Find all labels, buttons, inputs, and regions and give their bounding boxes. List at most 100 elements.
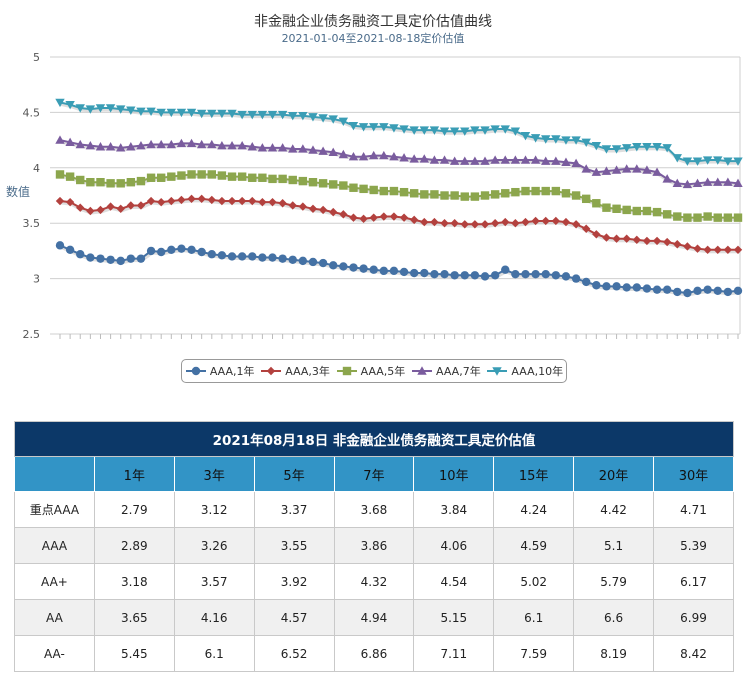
data-point (673, 287, 682, 297)
data-point (389, 212, 399, 221)
table-column-header: 30年 (653, 456, 734, 492)
legend-item[interactable]: AAA,5年 (336, 363, 405, 379)
data-point (191, 366, 201, 376)
data-point (348, 152, 359, 161)
data-point (136, 176, 146, 186)
data-point (419, 126, 429, 135)
chart-subtitle: 2021-01-04至2021-08-18定价估值 (282, 31, 465, 45)
data-point (277, 110, 288, 120)
data-point (591, 167, 602, 176)
data-point (136, 107, 146, 116)
data-point (399, 187, 409, 197)
data-point (501, 265, 510, 274)
data-point (197, 194, 206, 204)
data-point (167, 196, 176, 206)
data-point (673, 240, 682, 249)
data-point (227, 172, 237, 181)
data-point (733, 213, 743, 222)
data-point (116, 204, 125, 213)
data-point (308, 113, 318, 122)
data-point (642, 206, 652, 216)
table-cell: 3.68 (333, 491, 415, 528)
data-point (105, 142, 116, 151)
data-point (96, 254, 105, 263)
data-point (672, 178, 682, 188)
data-point (156, 247, 166, 257)
data-point (622, 205, 631, 215)
data-point (723, 287, 733, 297)
table-cell: 5.15 (413, 599, 495, 636)
data-point (55, 196, 65, 206)
data-point (277, 143, 288, 152)
data-point (237, 140, 247, 150)
data-point (733, 245, 743, 254)
legend-label: AAA,10年 (511, 365, 564, 378)
data-point (338, 149, 349, 159)
data-point (490, 219, 500, 228)
data-point (490, 125, 500, 134)
data-point (105, 104, 116, 113)
data-point (288, 175, 297, 185)
data-point (167, 245, 176, 254)
data-point (217, 109, 227, 119)
table-cell: 4.94 (333, 599, 415, 636)
legend-item[interactable]: AAA,10年 (486, 363, 563, 379)
legend-item[interactable]: AAA,7年 (411, 363, 481, 379)
data-point (470, 220, 480, 229)
data-point (288, 144, 298, 153)
data-point (582, 224, 591, 233)
data-point (672, 154, 682, 163)
data-point (339, 262, 348, 271)
data-point (186, 108, 197, 118)
table-cell: 5.1 (573, 527, 654, 564)
data-point (257, 143, 268, 152)
data-point (531, 216, 540, 226)
data-point (358, 123, 369, 132)
data-point (146, 246, 156, 256)
data-point (492, 367, 503, 376)
table-cell: 4.32 (333, 563, 415, 600)
data-point (733, 178, 743, 188)
data-point (328, 115, 338, 124)
data-point (126, 142, 136, 151)
data-point (521, 217, 530, 227)
table-cell: 3.37 (253, 491, 335, 528)
data-point (177, 195, 186, 205)
legend-item[interactable]: AAA,1年 (185, 363, 255, 379)
data-point (318, 146, 328, 155)
data-point (95, 104, 106, 113)
data-point (389, 186, 399, 196)
data-point (318, 258, 328, 268)
data-point (318, 179, 328, 188)
table-cell: 4.71 (653, 491, 734, 528)
legend-swatch (185, 366, 206, 376)
table-cell: 6.52 (253, 635, 335, 672)
table-cell: 2.89 (93, 527, 175, 564)
data-point (601, 145, 612, 154)
data-point (561, 189, 571, 198)
data-point (156, 197, 166, 207)
data-point (65, 245, 75, 254)
table-row: AA- 5.45 6.1 6.52 6.86 7.11 7.59 8.19 8.42 (14, 635, 734, 672)
data-point (166, 139, 177, 149)
data-point (339, 210, 348, 219)
data-point (379, 123, 389, 132)
table-cell: 4.16 (173, 599, 255, 636)
data-point (521, 269, 530, 279)
table-row-label: AAA (14, 527, 95, 564)
data-point (449, 127, 460, 136)
data-point (217, 171, 227, 180)
table-cell: 6.17 (653, 563, 734, 600)
data-point (308, 178, 318, 187)
data-point (622, 283, 631, 292)
legend-item[interactable]: AAA,3年 (260, 363, 330, 379)
data-point (247, 110, 257, 120)
data-point (116, 256, 125, 266)
data-point (177, 244, 186, 253)
data-point (713, 286, 722, 295)
data-point (176, 138, 187, 148)
table-column-header: 3年 (173, 456, 255, 492)
table-cell: 2.79 (93, 491, 175, 528)
legend-swatch (261, 366, 282, 376)
data-point (480, 126, 490, 135)
